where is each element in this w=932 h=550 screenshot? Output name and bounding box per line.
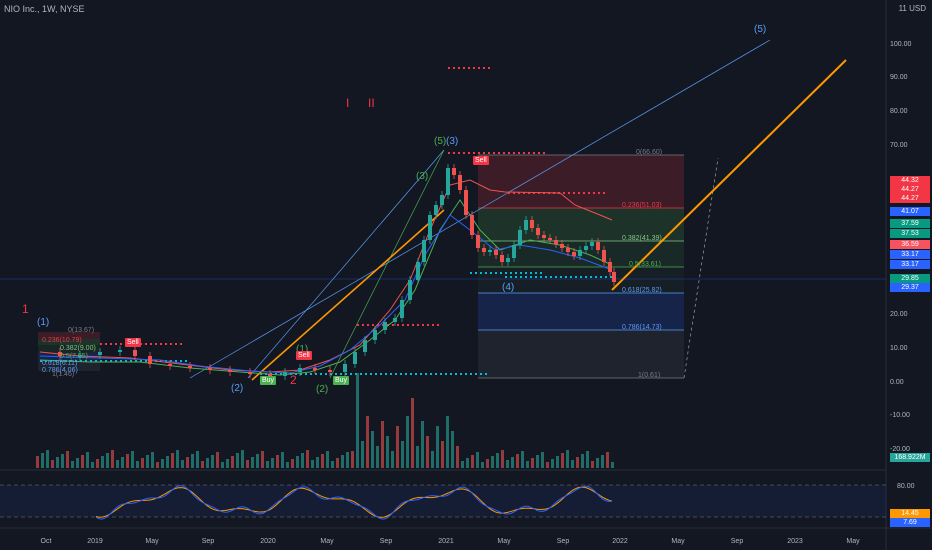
trendline-main[interactable]: [611, 59, 847, 291]
x-tick-label: Sep: [380, 538, 393, 545]
x-tick-label: May: [320, 538, 334, 545]
wave-label: 1: [22, 302, 29, 316]
fib-level-label: 0.786(14.73): [622, 324, 662, 331]
x-tick-label: 2023: [787, 538, 803, 545]
x-tick-label: 2020: [260, 538, 276, 545]
y-tick-label: 90.00: [890, 74, 908, 81]
osc-tick-label: 80.00: [897, 483, 915, 490]
y-tick-label: 100.00: [890, 41, 912, 48]
x-tick-label: 2021: [438, 538, 454, 545]
wave-label: (5): [754, 24, 767, 35]
y-tick-label: 80.00: [890, 108, 908, 115]
x-tick-label: Sep: [557, 538, 570, 545]
price-scale-label[interactable]: 29.37: [890, 283, 930, 292]
wave-label: (4): [502, 282, 515, 293]
fib-level-label: 0.5(33.61): [629, 261, 661, 268]
fib-level-label: 0.618(25.82): [622, 287, 662, 294]
y-tick-label: 0.00: [890, 379, 904, 386]
x-tick-label: May: [497, 538, 511, 545]
wave-label: (3): [446, 136, 459, 147]
price-scale-label[interactable]: 33.17: [890, 260, 930, 269]
x-tick-label: Sep: [202, 538, 215, 545]
x-tick-label: 2022: [612, 538, 628, 545]
fib-retracement-left[interactable]: [38, 332, 100, 371]
sell-signal-badge: Sell: [296, 351, 312, 360]
buy-signal-badge: Buy: [333, 376, 350, 385]
fib-level-label: 0.382(41.39): [622, 235, 662, 242]
fib-retracement-right[interactable]: [478, 154, 719, 379]
wave-label: (1): [296, 344, 309, 355]
trendline-early[interactable]: [251, 209, 445, 381]
x-tick-label: May: [846, 538, 860, 545]
price-candles: [58, 164, 616, 380]
stochastic-oscillator: [95, 485, 613, 520]
x-tick-label: May: [671, 538, 685, 545]
symbol-title[interactable]: NIO Inc., 1W, NYSE: [4, 4, 85, 14]
wave-label: II: [368, 96, 375, 110]
price-scale-label[interactable]: 29.85: [890, 274, 930, 283]
y-tick-label: 70.00: [890, 142, 908, 149]
price-scale-label[interactable]: 44.27: [890, 185, 930, 194]
fib-level-label: 0(13.67): [68, 327, 95, 334]
wave-label: I: [346, 96, 350, 110]
wave-label: (3): [416, 171, 429, 182]
x-tick-label: May: [145, 538, 159, 545]
wave-label: (1): [37, 317, 50, 328]
fib-level-label: 1(0.61): [638, 372, 661, 379]
fib-level-label: 0.786(4.06): [42, 367, 78, 374]
wave-label: (2): [231, 383, 244, 394]
price-scale-label[interactable]: 41.07: [890, 207, 930, 216]
sell-signal-badge: Sell: [473, 156, 489, 165]
price-scale-label[interactable]: 37.59: [890, 219, 930, 228]
wave-label: (5): [434, 136, 447, 147]
x-tick-label: Oct: [41, 538, 52, 545]
fib-level-label: 0(66.60): [636, 149, 663, 156]
price-scale-label[interactable]: 36.59: [890, 240, 930, 249]
wave-label: (2): [316, 384, 329, 395]
y-tick-label: -10.00: [890, 412, 910, 419]
volume-scale-label[interactable]: 168.922M: [890, 453, 930, 462]
volume-bars: [36, 373, 614, 468]
y-tick-label: -20.00: [890, 446, 910, 453]
y-tick-label: 10.00: [890, 345, 908, 352]
fib-level-label: 1(1.46): [52, 371, 75, 378]
oscillator-scale-label[interactable]: 7.69: [890, 518, 930, 527]
x-axis: Oct 2019 May Sep 2020 May Sep 2021 May Sep 2022 May…: [41, 538, 861, 545]
y-tick-label: 20.00: [890, 311, 908, 318]
price-scale-label[interactable]: 33.17: [890, 250, 930, 259]
oscillator-scale-label[interactable]: 14.45: [890, 509, 930, 518]
fib-level-label: 0.236(51.03): [622, 202, 662, 209]
fib-level-label: 0.382(9.00): [60, 345, 96, 352]
fib-level-label: 0.5(7.55): [60, 353, 89, 360]
price-scale-label[interactable]: 37.53: [890, 229, 930, 238]
fib-level-label: 0.236(10.79): [42, 337, 82, 344]
channel-line-lower[interactable]: [247, 149, 445, 379]
fib-level-label: 0.618(6.11): [42, 360, 78, 367]
x-tick-label: 2019: [87, 538, 103, 545]
price-scale-label[interactable]: 44.27: [890, 194, 930, 203]
channel-line-upper[interactable]: [189, 39, 771, 379]
wave-label: 2: [290, 373, 297, 387]
x-tick-label: Sep: [731, 538, 744, 545]
sell-signal-badge: Sell: [125, 338, 141, 347]
currency-label[interactable]: 11 USD: [898, 4, 926, 13]
price-scale-label[interactable]: 44.32: [890, 176, 930, 185]
buy-signal-badge: Buy: [260, 376, 277, 385]
